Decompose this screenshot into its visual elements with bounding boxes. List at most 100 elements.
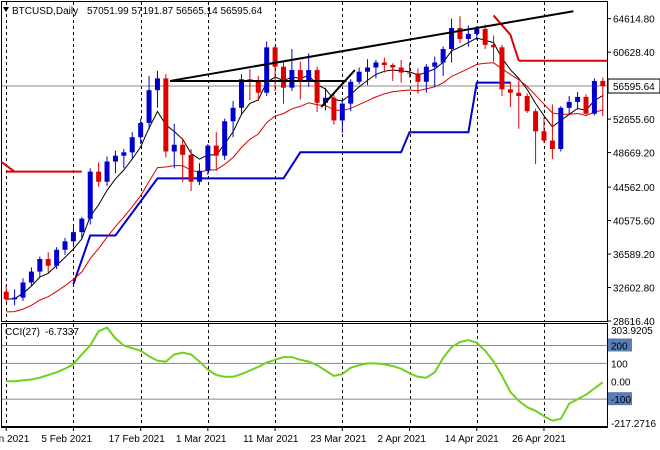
candle-body <box>112 155 118 162</box>
time-axis: 26 Jan 2021 5 Feb 2021 17 Feb 2021 1 Mar 20… <box>0 427 566 445</box>
candle-body <box>222 121 228 156</box>
trendline <box>320 69 356 108</box>
candle-body <box>449 28 455 50</box>
y-tick-label: 32602.80 <box>613 284 655 295</box>
x-tick-label: 14 Apr 2021 <box>445 434 499 445</box>
trendlines <box>169 10 574 108</box>
candle-body <box>558 107 564 149</box>
x-tick-label: 11 Mar 2021 <box>243 434 299 445</box>
candle-body <box>37 258 43 272</box>
cci-tick-label: -100 <box>611 395 631 406</box>
candle-body <box>381 62 387 65</box>
candle-body <box>12 297 18 300</box>
cci-value: -6.7337 <box>45 327 79 338</box>
candle-body <box>533 111 539 132</box>
moving-averages <box>6 37 604 313</box>
price-axis: 64614.80 60628.40 56595.64 52655.60 48669.20… <box>607 15 660 328</box>
candle-body <box>45 258 51 266</box>
collapse-triangle-icon[interactable] <box>3 7 9 12</box>
candle-body <box>331 97 337 121</box>
main-panel-frame <box>1 1 608 322</box>
y-tick-label: 64614.80 <box>613 15 655 26</box>
candle-body <box>432 62 438 67</box>
candle-body <box>129 137 135 153</box>
candle-body <box>457 28 463 39</box>
candle-body <box>70 232 76 242</box>
trendline <box>169 10 574 82</box>
candle-body <box>390 64 396 68</box>
cci-axis: 303.9205 200 100 0.00 -100 -217.2716 <box>608 326 656 430</box>
candle-body <box>188 154 194 182</box>
y-tick-label: 60628.40 <box>613 48 655 59</box>
cci-tick-label: 303.9205 <box>611 326 653 337</box>
candle-body <box>600 80 606 86</box>
y-tick-label: 28616.40 <box>613 317 655 328</box>
x-tick-label: 2 Apr 2021 <box>378 434 427 445</box>
x-tick-label: 26 Apr 2021 <box>512 434 566 445</box>
candle-body <box>465 33 471 39</box>
candle-body <box>591 80 597 114</box>
candle-body <box>491 44 497 48</box>
cci-label: CCI(27) <box>5 327 40 338</box>
candle-body <box>87 171 93 219</box>
candle-body <box>121 152 127 156</box>
x-tick-label: 17 Feb 2021 <box>109 434 166 445</box>
price-header: BTCUSD,Daily 57051.99 57191.87 56565.14 … <box>3 6 263 17</box>
candle-body <box>575 96 581 102</box>
support-resistance-lines <box>1 14 607 285</box>
candle-body <box>79 218 85 233</box>
candle-body <box>339 103 345 121</box>
candle-body <box>541 131 547 141</box>
candle-body <box>507 89 513 93</box>
cci-line <box>6 326 604 422</box>
candle-body <box>348 81 354 104</box>
candle-body <box>54 249 60 266</box>
candle-body <box>499 47 505 90</box>
candle-body <box>314 70 320 103</box>
candle-body <box>20 282 26 298</box>
candle-body <box>264 47 270 93</box>
candle-body <box>280 66 286 88</box>
resistance-step <box>1 161 16 173</box>
candle-body <box>272 47 278 67</box>
candle-body <box>28 271 34 283</box>
candle-body <box>138 122 144 138</box>
candle-body <box>323 97 329 103</box>
y-tick-label: 56595.64 <box>613 82 655 93</box>
candle-body <box>62 241 68 250</box>
candle-body <box>146 90 152 123</box>
candle-body <box>566 101 572 108</box>
candle-body <box>583 96 589 114</box>
cci-tick-label: 100 <box>611 359 628 370</box>
candle-body <box>213 145 219 156</box>
candle-body <box>373 62 379 68</box>
candle-body <box>163 78 169 152</box>
candle-body <box>3 291 9 300</box>
y-tick-label: 48669.20 <box>613 149 655 160</box>
candle-body <box>482 28 488 45</box>
cci-header: CCI(27) -6.7337 <box>5 327 79 338</box>
candle-body <box>196 170 202 182</box>
candle-body <box>96 171 102 182</box>
candle-body <box>104 161 110 182</box>
candle-body <box>415 73 421 82</box>
ma-fast-line <box>6 37 604 300</box>
candle-body <box>365 67 371 72</box>
candle-body <box>289 70 295 88</box>
candle-body <box>230 107 236 122</box>
cci-tick-label: 200 <box>611 341 628 352</box>
cci-series <box>6 326 604 422</box>
candle-body <box>306 70 312 81</box>
candlestick-series <box>3 16 606 306</box>
ohlc-readout: 57051.99 57191.87 56565.14 56595.64 <box>87 6 263 17</box>
candle-body <box>356 71 362 82</box>
ma-slow-line <box>6 62 603 313</box>
candle-body <box>440 49 446 63</box>
candle-body <box>180 144 186 155</box>
x-tick-label: 23 Mar 2021 <box>310 434 367 445</box>
candle-body <box>549 140 555 149</box>
y-tick-label: 36589.20 <box>613 250 655 261</box>
candle-body <box>516 92 522 97</box>
support-line <box>72 81 511 285</box>
